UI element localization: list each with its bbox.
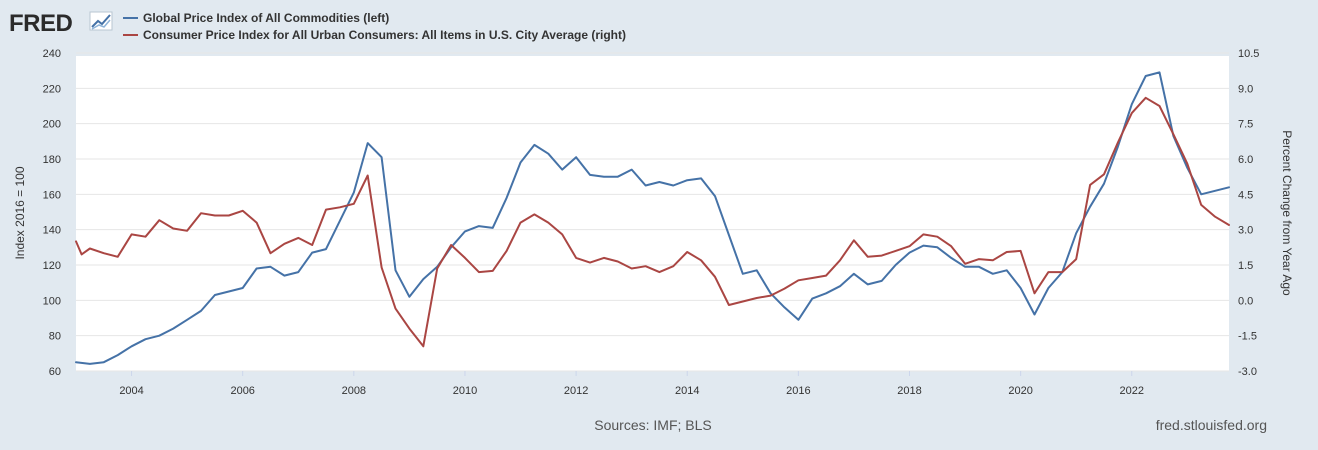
legend-label-series-2: Consumer Price Index for All Urban Consu… [143,28,626,42]
x-tick-label: 2010 [453,385,477,397]
left-tick-label: 180 [43,154,61,166]
legend-item[interactable]: Global Price Index of All Commodities (l… [123,11,389,25]
x-tick-label: 2022 [1120,385,1144,397]
x-tick-label: 2012 [564,385,588,397]
left-tick-label: 220 [43,83,61,95]
legend-label-series-1: Global Price Index of All Commodities (l… [143,11,389,25]
x-tick-label: 2020 [1008,385,1032,397]
series-layer [75,71,1230,365]
left-tick-label: 240 [43,48,61,60]
right-tick-label: 1.5 [1238,260,1253,272]
left-tick-label: 140 [43,225,61,237]
right-tick-label: 4.5 [1238,189,1253,201]
x-axis-ticks: 2004 2006 2008 2010 2012 2014 2016 2018 2020 2022 [119,371,1144,397]
fred-logo-text: FRED [9,10,73,37]
left-tick-label: 200 [43,119,61,131]
left-axis-title: Index 2016 = 100 [13,166,27,259]
left-tick-label: 80 [49,331,61,343]
right-tick-label: -1.5 [1238,331,1257,343]
right-tick-label: -3.0 [1238,366,1257,378]
x-tick-label: 2014 [675,385,699,397]
right-tick-label: 3.0 [1238,225,1253,237]
grid [76,52,1229,372]
series-line-2[interactable] [75,96,1230,348]
plot-area [76,56,1229,371]
right-axis-ticks: -3.0 -1.5 0.0 1.5 3.0 4.5 6.0 7.5 9.0 10.5 [1238,48,1259,378]
x-tick-label: 2018 [897,385,921,397]
right-tick-label: 7.5 [1238,119,1253,131]
series-line-1[interactable] [75,71,1230,365]
left-tick-label: 60 [49,366,61,378]
left-axis-ticks: 60 80 100 120 140 160 180 200 220 240 [43,48,61,378]
site-link[interactable]: fred.stlouisfed.org [1156,417,1267,433]
right-tick-label: 9.0 [1238,83,1253,95]
fred-chart-logo-icon [89,11,113,31]
left-tick-label: 160 [43,189,61,201]
left-tick-label: 100 [43,295,61,307]
sources-text: Sources: IMF; BLS [594,417,711,433]
x-tick-label: 2016 [786,385,810,397]
right-tick-label: 6.0 [1238,154,1253,166]
legend-item[interactable]: Consumer Price Index for All Urban Consu… [123,28,626,42]
legend: Global Price Index of All Commodities (l… [123,11,626,42]
right-axis-title: Percent Change from Year Ago [1280,130,1294,296]
left-tick-label: 120 [43,260,61,272]
fred-logo[interactable]: FRED [9,10,113,37]
x-tick-label: 2008 [342,385,366,397]
x-tick-label: 2004 [119,385,143,397]
right-tick-label: 0.0 [1238,295,1253,307]
x-tick-label: 2006 [230,385,254,397]
right-tick-label: 10.5 [1238,48,1259,60]
